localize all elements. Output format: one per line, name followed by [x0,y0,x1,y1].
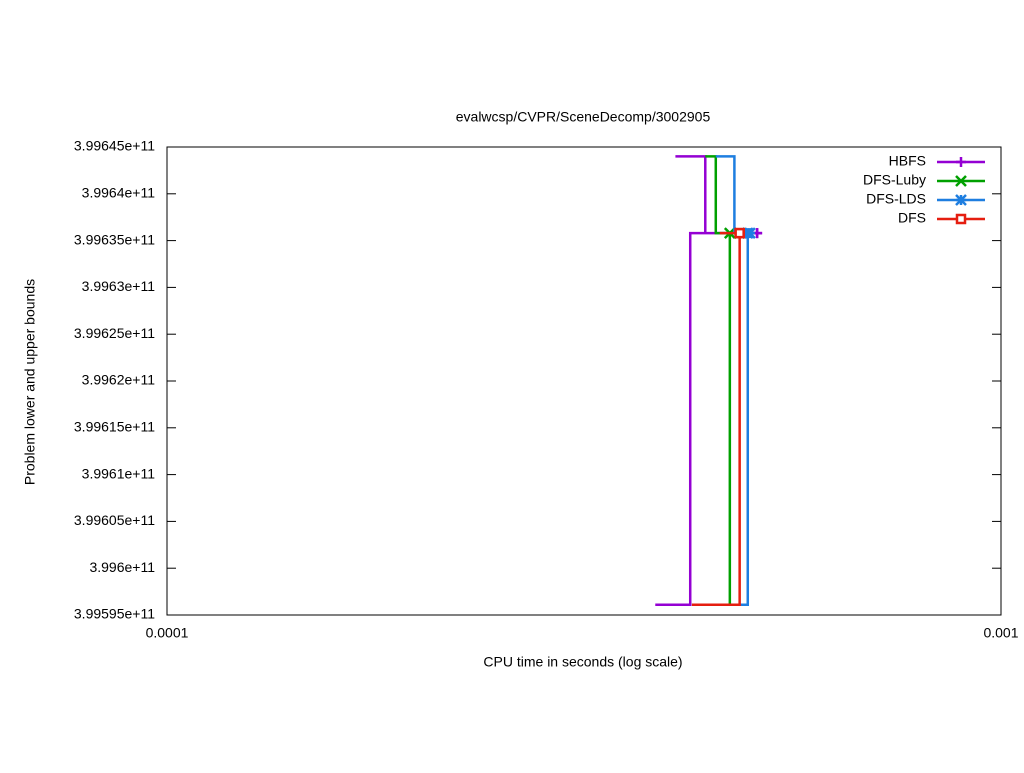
marker [955,194,967,206]
y-axis-label: Problem lower and upper bounds [22,279,38,485]
marker [955,213,967,225]
chart-title: evalwcsp/CVPR/SceneDecomp/3002905 [456,109,711,125]
y-tick-label: 3.99625e+11 [74,325,155,341]
marker [741,227,754,239]
marker [955,175,967,187]
y-tick-label: 3.9963e+11 [82,278,156,294]
y-tick-label: 3.99605e+11 [74,512,155,528]
y-tick-label: 3.9961e+11 [82,465,156,481]
x-tick-label: 0.0001 [146,625,189,641]
y-tick-label: 3.99615e+11 [74,419,155,435]
x-axis-label: CPU time in seconds (log scale) [483,654,682,670]
series-line [655,155,758,606]
y-tick-label: 3.9964e+11 [82,185,156,201]
y-tick-label: 3.99635e+11 [74,231,155,247]
series-line [691,231,741,606]
marker [734,227,745,239]
y-tick-label: 3.996e+11 [89,559,155,575]
y-tick-label: 3.9962e+11 [82,372,156,388]
legend-label: HBFS [889,153,926,169]
marker [956,157,966,167]
plot-frame [166,146,1002,616]
x-tick-label: 0.001 [983,625,1018,641]
series-line [691,155,740,606]
y-tick-label: 3.99595e+11 [74,606,155,622]
legend-label: DFS [898,210,926,226]
y-tick-label: 3.99645e+11 [74,138,155,154]
series-line [695,155,750,606]
legend-label: DFS-LDS [866,191,926,207]
legend-label: DFS-Luby [863,172,926,188]
